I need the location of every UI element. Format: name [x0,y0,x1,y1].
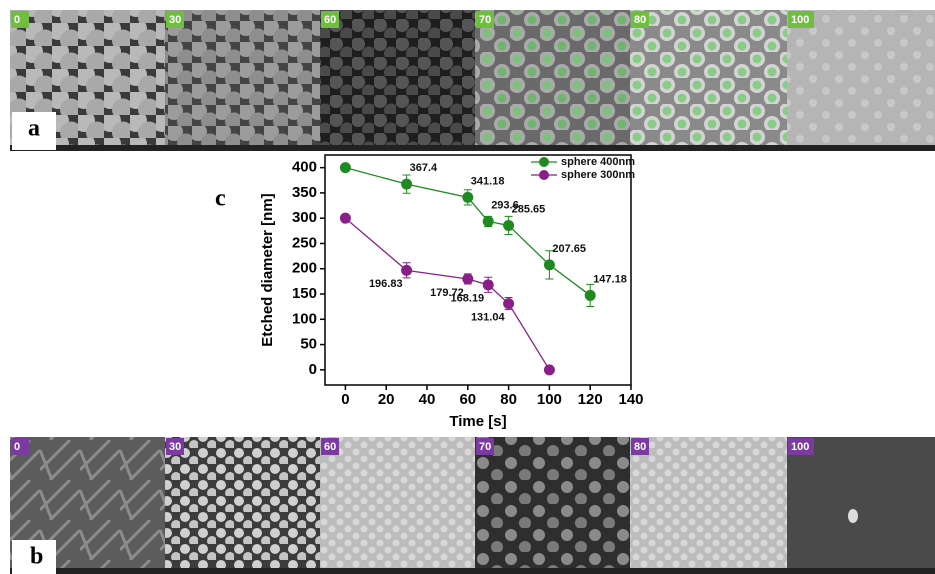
y-axis-label: Etched diameter [nm] [259,193,276,346]
y-tick-label: 350 [292,184,317,201]
value-label: 341.18 [471,175,505,187]
panel-label: b [30,544,43,570]
tile-label: 60 [324,441,336,453]
tile-label: 0 [14,14,20,26]
plot-frame [325,155,631,385]
sem-image [320,10,475,150]
y-tick-label: 400 [292,159,317,176]
data-point [401,179,412,190]
data-point [340,213,351,224]
value-label: 131.04 [471,312,506,324]
scale-bar [475,568,630,574]
legend-label: sphere 300nm [561,169,635,181]
data-point [462,192,473,203]
sem-image [630,437,787,574]
sem-image [320,437,475,574]
scale-bar [787,568,935,574]
tile-label: 80 [634,14,646,26]
scale-bar [165,568,320,574]
scale-bar [165,145,320,151]
data-point [544,364,555,375]
scale-bar [320,568,475,574]
value-label: 367.4 [410,162,438,174]
tile-label: 100 [791,14,809,26]
tile-label: 0 [14,441,20,453]
tile-label: 80 [634,441,646,453]
sem-image [165,437,320,574]
data-point [401,265,412,276]
y-tick-label: 250 [292,234,317,251]
x-tick-label: 80 [500,391,517,408]
x-tick-label: 100 [537,391,562,408]
sem-image [475,437,630,574]
tile-label: 70 [479,441,491,453]
scale-bar [630,145,787,151]
y-tick-label: 50 [300,336,317,353]
scale-bar [787,145,935,151]
legend-marker [539,157,549,167]
y-tick-label: 150 [292,285,317,302]
data-point [483,279,494,290]
data-point [544,259,555,270]
scale-bar [320,145,475,151]
value-label: 207.65 [552,243,586,255]
value-label: 147.18 [593,273,627,285]
sem-image [630,10,787,150]
y-tick-label: 200 [292,260,317,277]
data-point [585,290,596,301]
x-tick-label: 0 [341,391,349,408]
data-point [503,220,514,231]
scale-bar [475,145,630,151]
x-tick-label: 120 [578,391,603,408]
y-tick-label: 100 [292,310,317,327]
sem-image [787,10,935,150]
y-tick-label: 0 [309,361,317,378]
panel-b: 0 30 60 70 80 100 [10,437,935,574]
sem-image [475,10,630,150]
value-label: 285.65 [512,203,546,215]
data-point [483,216,494,227]
chart: 0 20 40 60 80 100 120 140 0 50 100 150 200 250 300 350 4… [259,155,644,430]
data-point [462,273,473,284]
x-tick-label: 40 [419,391,436,408]
tile-label: 70 [479,14,491,26]
tile-label: 30 [169,14,181,26]
panel-label: c [215,186,226,212]
legend-marker [539,170,549,180]
tile-label: 60 [324,14,336,26]
x-axis-label: Time [s] [449,413,506,430]
legend-label: sphere 400nm [561,156,635,168]
scale-bar [630,568,787,574]
panel-label: a [28,116,40,142]
x-tick-label: 140 [618,391,643,408]
particle [848,509,858,523]
tile-label: 100 [791,441,809,453]
x-tick-label: 20 [378,391,395,408]
y-tick-label: 300 [292,209,317,226]
sem-image [787,437,935,574]
sem-image [165,10,320,150]
value-label: 168.19 [451,293,485,305]
figure: 0 30 60 70 80 100 0 30 60 70 80 100 a b c 0 20 40 60 8… [0,0,935,574]
value-label: 196.83 [369,278,403,290]
tile-label: 30 [169,441,181,453]
panel-a: 0 30 60 70 80 100 [10,10,935,151]
x-tick-label: 60 [459,391,476,408]
data-point [503,298,514,309]
data-point [340,162,351,173]
